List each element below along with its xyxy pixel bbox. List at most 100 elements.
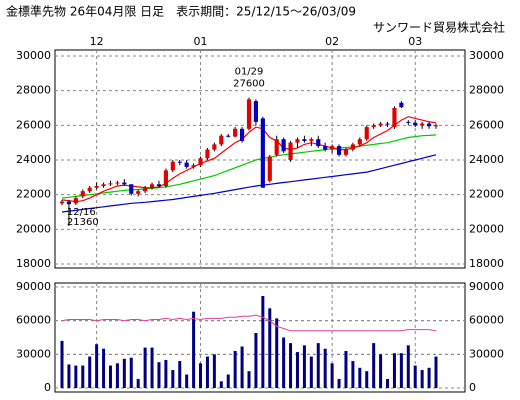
candle-body [59,201,65,204]
title: 金標準先物 26年04月限 日足 表示期間：25/12/15～26/03/09 [6,4,356,19]
volume-bar [247,371,251,388]
y-tick-label: 18000 [16,257,51,270]
candle-body [108,183,113,185]
volume-bar [289,343,293,388]
candle-body [281,139,286,152]
candle-body [399,102,404,108]
volume-bar [261,295,265,388]
candle-body [343,149,349,155]
y-tick-label-right: 26000 [469,118,504,131]
volume-bar [205,356,209,388]
x-tick-label: 12 [90,35,104,48]
y-tick-label-right: 20000 [469,222,504,235]
candle-body [101,184,106,186]
y-tick-label: 24000 [16,153,51,166]
volume-bar [323,348,327,388]
candle-body [66,201,72,205]
volume-bar [88,356,92,388]
volume-bar [399,353,403,388]
price-frame [54,49,466,269]
y-tick-label: 30000 [16,49,51,62]
volume-bar [102,348,106,388]
volume-bar [81,365,85,388]
volume-bar [392,353,396,388]
volume-bar [122,358,126,388]
company: サンワード貿易株式会社 [373,20,505,35]
candle-body [274,139,279,155]
volume-bar [192,311,196,388]
volume-bar [212,354,216,388]
volume-bar [129,357,133,388]
moving-average [61,154,437,213]
annotation-value: 27600 [233,79,265,90]
y-tick-label: 30000 [16,347,51,360]
y-tick-label-right: 60000 [469,314,504,327]
y-tick-label: 26000 [16,118,51,131]
volume-bar [309,356,313,388]
candle-body [149,184,155,188]
candle-body [198,158,203,166]
annotation-date: 01/29 [235,67,264,78]
volume-bar [60,340,64,388]
candle-body [219,135,224,145]
candle-body [205,149,210,159]
candle-body [413,122,418,126]
volume-bar [337,379,341,388]
candle-body [420,123,425,126]
y-tick-label: 28000 [16,84,51,97]
volume-bar [185,374,189,388]
volume-bar [295,352,299,388]
candle-body [330,146,335,150]
candle-body [233,128,238,137]
candle-body [302,139,307,141]
candle-body [129,184,134,194]
candle-body [163,170,168,186]
volume-bar [219,381,223,388]
candle-body [94,186,99,188]
y-tick-label: 0 [44,381,51,394]
candle-body [378,123,383,126]
volume-bar [240,346,244,388]
candle-body [350,144,355,150]
volume-bar [358,367,362,388]
volume-bar [386,379,390,388]
x-tick-label: 02 [325,35,339,48]
y-tick-label: 20000 [16,222,51,235]
volume-bar [365,371,369,388]
volume-bar [150,347,154,388]
volume-bar [275,318,279,388]
candle-body [295,139,300,143]
volume-bar [406,345,410,388]
y-tick-label-right: 24000 [469,153,504,166]
volume-bar [316,343,320,388]
x-tick-label: 01 [194,35,208,48]
x-tick-label: 03 [408,35,422,48]
candle-body [336,146,342,155]
candle-body [212,144,217,150]
candle-body [364,127,369,140]
candle-body [267,156,272,181]
y-tick-label-right: 22000 [469,188,504,201]
volume-bar [95,344,99,388]
volume-bar [379,354,383,388]
annotation-value: 21360 [67,217,99,228]
y-tick-label-right: 30000 [469,347,504,360]
volume-bar [178,361,182,388]
volume-bar [344,350,348,388]
candle-body [323,146,328,150]
volume-bar [143,347,147,388]
volume-bar [268,308,272,388]
volume-frame [54,282,466,393]
volume-bar [282,337,286,388]
candle-body [191,165,196,167]
candle-body [253,101,259,122]
volume-bar [372,343,376,388]
candle-body [385,123,390,125]
y-tick-label-right: 18000 [469,257,504,270]
volume-bar [136,379,140,388]
candle-body [357,139,362,145]
volume-bar [427,367,431,388]
volume-bar [74,365,78,388]
volume-bar [351,361,355,388]
